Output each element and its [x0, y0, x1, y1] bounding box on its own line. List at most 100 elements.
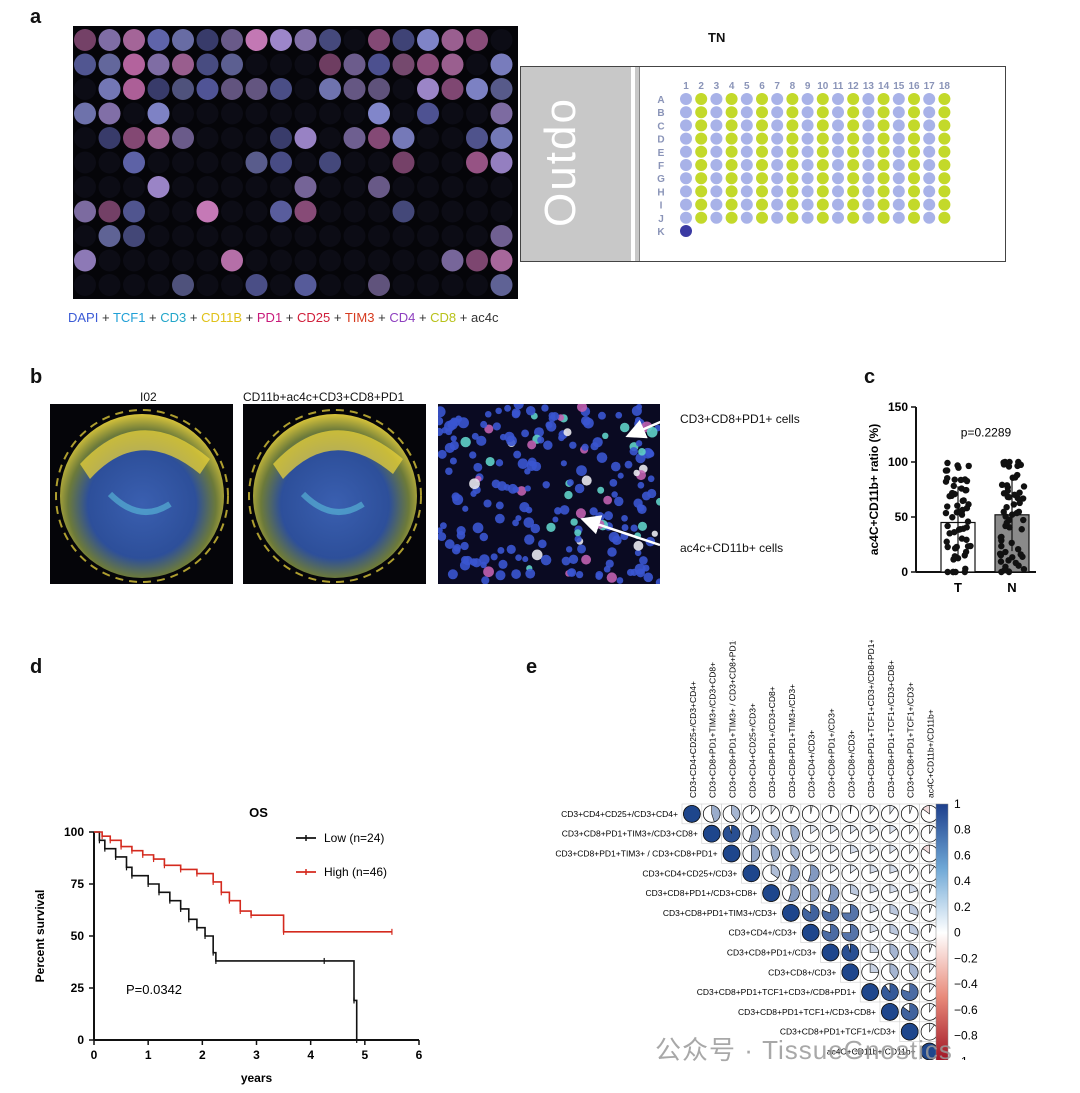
tma-core [466, 151, 488, 174]
cell-nucleus [564, 490, 573, 500]
tma-cores [74, 29, 513, 296]
cell-nucleus [538, 539, 547, 549]
tma-core [221, 225, 243, 247]
plate-well [695, 145, 708, 158]
cell-nucleus [581, 554, 592, 565]
c-data-point [1003, 503, 1010, 511]
tma-core [123, 78, 145, 100]
e-pie-fill [841, 923, 859, 942]
tma-core [147, 102, 170, 125]
cell-nucleus [633, 540, 644, 551]
plate-well [786, 93, 799, 105]
plate-well [710, 93, 723, 105]
cell-nucleus [617, 472, 624, 479]
plate-well [756, 145, 768, 158]
tma-core [392, 225, 415, 247]
d-x-tick-label: 4 [307, 1048, 314, 1062]
tma-core [319, 274, 341, 296]
c-data-point [965, 462, 972, 470]
plate-well [771, 211, 784, 224]
e-colorbar-tick: −0.2 [954, 951, 978, 965]
plate-well [862, 198, 875, 211]
e-pie-fill [901, 983, 919, 1001]
plate-well [908, 145, 920, 158]
plate-well [938, 106, 951, 119]
cell-nucleus [480, 420, 488, 428]
cell-nucleus [495, 407, 502, 415]
plate-well [786, 106, 799, 119]
cell-nucleus [638, 448, 646, 456]
e-row-label: CD3+CD8+/CD3+ [768, 967, 836, 977]
tma-core [441, 29, 464, 51]
tma-core [490, 53, 513, 76]
cell-nucleus [504, 404, 512, 412]
e-pie-fill [889, 904, 899, 916]
plate-well [923, 145, 936, 158]
plate-well [695, 132, 708, 145]
tma-core [417, 102, 439, 125]
cell-nucleus [651, 530, 658, 537]
plate-well [816, 172, 829, 185]
tma-core [172, 102, 194, 125]
tma-core [343, 200, 366, 223]
plate-well [740, 198, 753, 211]
plate-well [771, 198, 784, 211]
cell-nucleus [541, 404, 549, 412]
cell-nucleus [575, 570, 584, 579]
cell-nucleus [499, 433, 507, 441]
tma-core [196, 78, 219, 100]
plate-well [695, 198, 708, 211]
cell-nucleus [525, 405, 536, 416]
e-pie-fill [748, 824, 760, 843]
legend-stain-16: CD8 [430, 310, 457, 325]
tma-core [368, 274, 390, 296]
tma-core [368, 151, 390, 174]
tma-core [147, 53, 170, 76]
cell-nucleus [655, 578, 660, 584]
cell-nucleus [597, 486, 605, 494]
tma-core [123, 274, 145, 296]
tma-core [147, 151, 170, 174]
plate-well [908, 159, 920, 171]
plate-row-label: D [657, 135, 664, 146]
c-data-point [957, 476, 965, 484]
tma-core [172, 29, 194, 51]
tma-core [441, 53, 464, 76]
plate-well [725, 119, 738, 132]
tma-core [392, 176, 415, 198]
cell-nucleus [447, 569, 458, 580]
plate-well [938, 119, 951, 132]
e-pie-fill [922, 844, 930, 855]
plate-well [847, 145, 860, 158]
cell-nucleus [543, 440, 553, 450]
plate-row-label: F [658, 161, 664, 172]
e-row-label: CD3+CD8+PD1+TCF1+CD3+/CD8+PD1+ [697, 987, 856, 997]
tma-core [123, 151, 145, 174]
tma-core [98, 102, 121, 125]
tma-core [245, 176, 268, 198]
cell-nucleus [485, 456, 495, 467]
plate-well [786, 185, 799, 198]
plate-well [816, 185, 829, 198]
plate-well [892, 119, 905, 132]
tma-core [221, 53, 243, 76]
tma-core [270, 225, 292, 247]
c-pvalue: p=0.2289 [961, 426, 1012, 440]
d-y-tick-label: 25 [71, 981, 85, 995]
tma-core [319, 29, 341, 51]
e-pie-fill [869, 943, 879, 953]
plate-column-label: 2 [698, 81, 704, 92]
plate-well [892, 185, 905, 198]
tma-core [441, 200, 464, 223]
tma-core [98, 151, 121, 174]
tma-core [245, 274, 268, 296]
cell-nucleus [469, 451, 477, 459]
cell-nucleus [581, 475, 592, 486]
cell-nucleus [483, 566, 494, 578]
c-data-point [997, 558, 1005, 565]
tma-core [245, 102, 268, 125]
tma-core [245, 78, 268, 100]
e-pie-fill [929, 1022, 935, 1033]
tma-core [417, 78, 439, 100]
cell-nucleus [490, 553, 498, 561]
